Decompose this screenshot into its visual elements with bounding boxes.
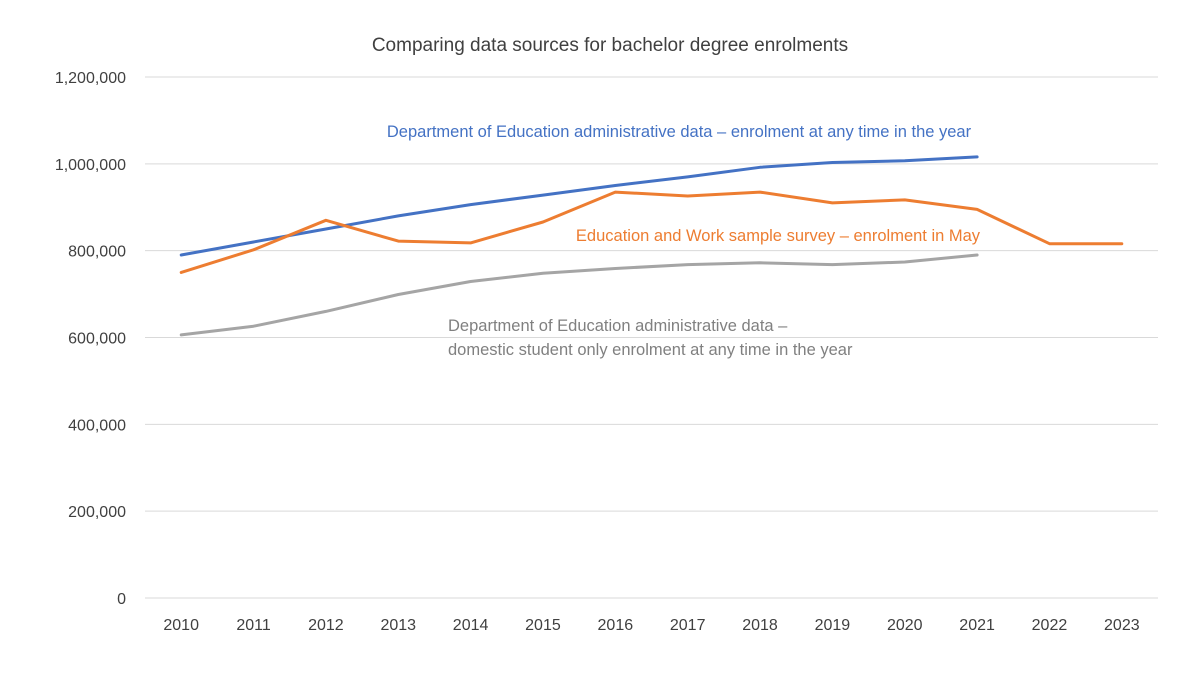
- x-tick-label: 2019: [815, 617, 851, 634]
- x-tick-label: 2018: [742, 617, 778, 634]
- series-line-3: [179, 253, 979, 337]
- x-tick-label: 2014: [453, 617, 489, 634]
- x-tick-label: 2010: [163, 617, 199, 634]
- y-tick-label: 200,000: [68, 504, 126, 521]
- y-tick-label: 1,000,000: [55, 157, 126, 174]
- x-tick-label: 2013: [380, 617, 416, 634]
- x-tick-label: 2011: [236, 617, 271, 634]
- x-axis-tick-labels: 2010 2011 2012 2013 2014 2015 2016 2017 2018 2019…: [163, 617, 1139, 634]
- series-annotation-3: domestic student only enrolment at any t…: [448, 341, 853, 359]
- series-annotation-3: Department of Education administrative d…: [448, 317, 788, 335]
- x-tick-label: 2017: [670, 617, 706, 634]
- x-tick-label: 2022: [1032, 617, 1068, 634]
- series-line-2: [179, 190, 1124, 274]
- y-axis-tick-labels: 0 200,000 400,000 600,000 800,000 1,000,000 1,…: [55, 70, 126, 608]
- x-tick-label: 2015: [525, 617, 561, 634]
- series-annotation-2: Education and Work sample survey – enrol…: [576, 227, 981, 245]
- series-annotation-1: Department of Education administrative d…: [387, 123, 972, 141]
- series-lines: [179, 155, 1124, 337]
- series-annotations: Department of Education administrative d…: [387, 123, 981, 359]
- series-line-1: [179, 155, 979, 257]
- y-tick-label: 1,200,000: [55, 70, 126, 87]
- y-tick-label: 800,000: [68, 244, 126, 261]
- y-tick-label: 0: [117, 591, 126, 608]
- x-tick-label: 2012: [308, 617, 344, 634]
- x-tick-label: 2021: [959, 617, 995, 634]
- x-tick-label: 2016: [598, 617, 634, 634]
- y-tick-label: 600,000: [68, 331, 126, 348]
- x-tick-label: 2023: [1104, 617, 1140, 634]
- y-tick-label: 400,000: [68, 417, 126, 434]
- chart-title: Comparing data sources for bachelor degr…: [372, 35, 848, 56]
- gridlines: [145, 76, 1158, 599]
- x-tick-label: 2020: [887, 617, 923, 634]
